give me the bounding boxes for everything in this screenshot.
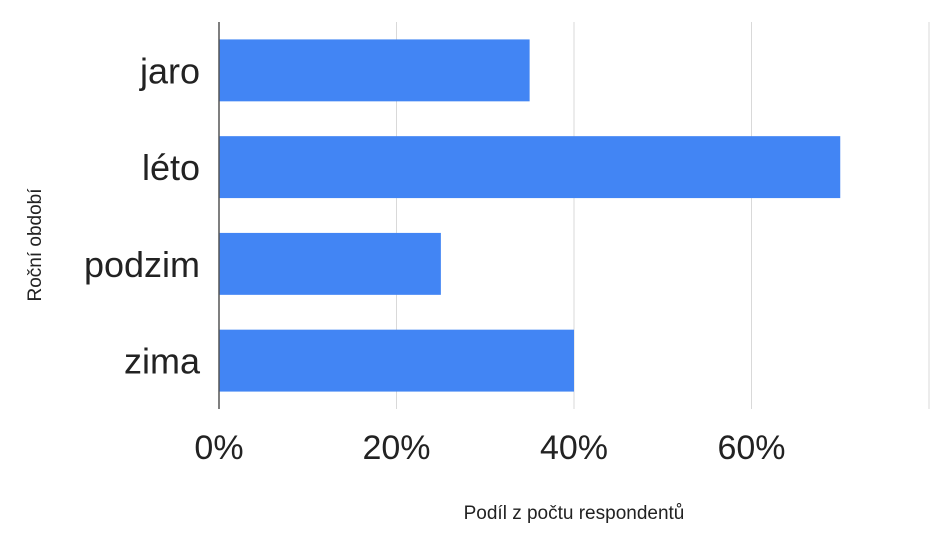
x-tick-label: 20% xyxy=(362,429,430,467)
category-label: jaro xyxy=(139,50,200,91)
category-label: léto xyxy=(142,147,200,188)
bars xyxy=(219,39,841,392)
category-label: zima xyxy=(124,341,201,382)
x-axis-title: Podíl z počtu respondentů xyxy=(464,503,685,524)
x-tick-label: 0% xyxy=(194,429,243,467)
x-tick-label: 40% xyxy=(540,429,608,467)
category-labels: jaro léto podzim zima xyxy=(84,50,201,381)
x-tick-labels: 0% 20% 40% 60% xyxy=(194,429,785,467)
category-label: podzim xyxy=(84,244,200,285)
bar-podzim xyxy=(219,232,441,295)
bar-léto xyxy=(219,136,841,199)
y-axis-title: Roční období xyxy=(25,188,46,302)
bar-zima xyxy=(219,329,574,392)
x-tick-label: 60% xyxy=(717,429,785,467)
bar-jaro xyxy=(219,39,530,102)
